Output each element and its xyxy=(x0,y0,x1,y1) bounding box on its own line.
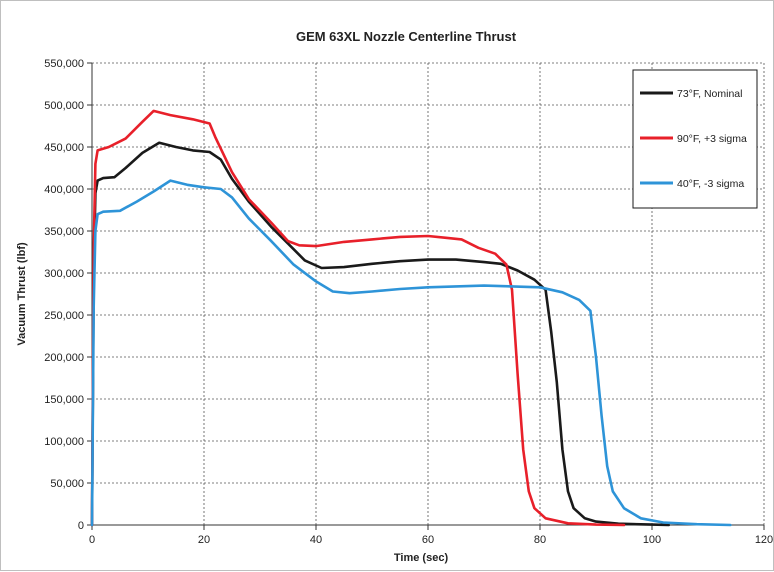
y-tick-label: 450,000 xyxy=(44,142,84,154)
x-tick-label: 100 xyxy=(643,534,661,546)
legend-label-minus3sigma: 40°F, -3 sigma xyxy=(677,178,744,190)
x-tick-label: 0 xyxy=(89,534,95,546)
chart-title: GEM 63XL Nozzle Centerline Thrust xyxy=(296,29,517,44)
y-tick-label: 100,000 xyxy=(44,436,84,448)
series-line-minus3sigma xyxy=(90,179,732,527)
x-tick-label: 80 xyxy=(534,534,546,546)
y-tick-labels: 0 50,000 100,000 150,000 200,000 250,000 300,0… xyxy=(44,58,84,532)
series-layer xyxy=(90,109,732,527)
x-tick-labels: 0 20 40 60 80 100 120 xyxy=(89,534,773,546)
y-tick-label: 400,000 xyxy=(44,184,84,196)
y-tick-label: 300,000 xyxy=(44,268,84,280)
x-tick-label: 20 xyxy=(198,534,210,546)
x-tick-label: 60 xyxy=(422,534,434,546)
x-tick-label: 40 xyxy=(310,534,322,546)
series-line-nominal xyxy=(90,141,671,527)
y-tick-label: 200,000 xyxy=(44,352,84,364)
y-tick-label: 500,000 xyxy=(44,100,84,112)
y-tick-label: 0 xyxy=(78,520,84,532)
x-axis-label: Time (sec) xyxy=(394,552,449,564)
legend: 73°F, Nominal 90°F, +3 sigma 40°F, -3 si… xyxy=(632,69,758,209)
y-tick-label: 350,000 xyxy=(44,226,84,238)
series-line-plus3sigma xyxy=(90,109,626,527)
y-tick-label: 150,000 xyxy=(44,394,84,406)
y-axis-label: Vacuum Thrust (lbf) xyxy=(16,242,28,346)
y-tick-label: 250,000 xyxy=(44,310,84,322)
legend-entry-plus3sigma: 90°F, +3 sigma xyxy=(640,133,747,145)
x-tick-label: 120 xyxy=(755,534,773,546)
legend-label-plus3sigma: 90°F, +3 sigma xyxy=(677,133,747,145)
legend-entry-nominal: 73°F, Nominal xyxy=(640,88,742,100)
legend-label-nominal: 73°F, Nominal xyxy=(677,88,742,100)
legend-entry-minus3sigma: 40°F, -3 sigma xyxy=(640,178,744,190)
y-tick-label: 50,000 xyxy=(50,478,84,490)
y-tick-label: 550,000 xyxy=(44,58,84,70)
